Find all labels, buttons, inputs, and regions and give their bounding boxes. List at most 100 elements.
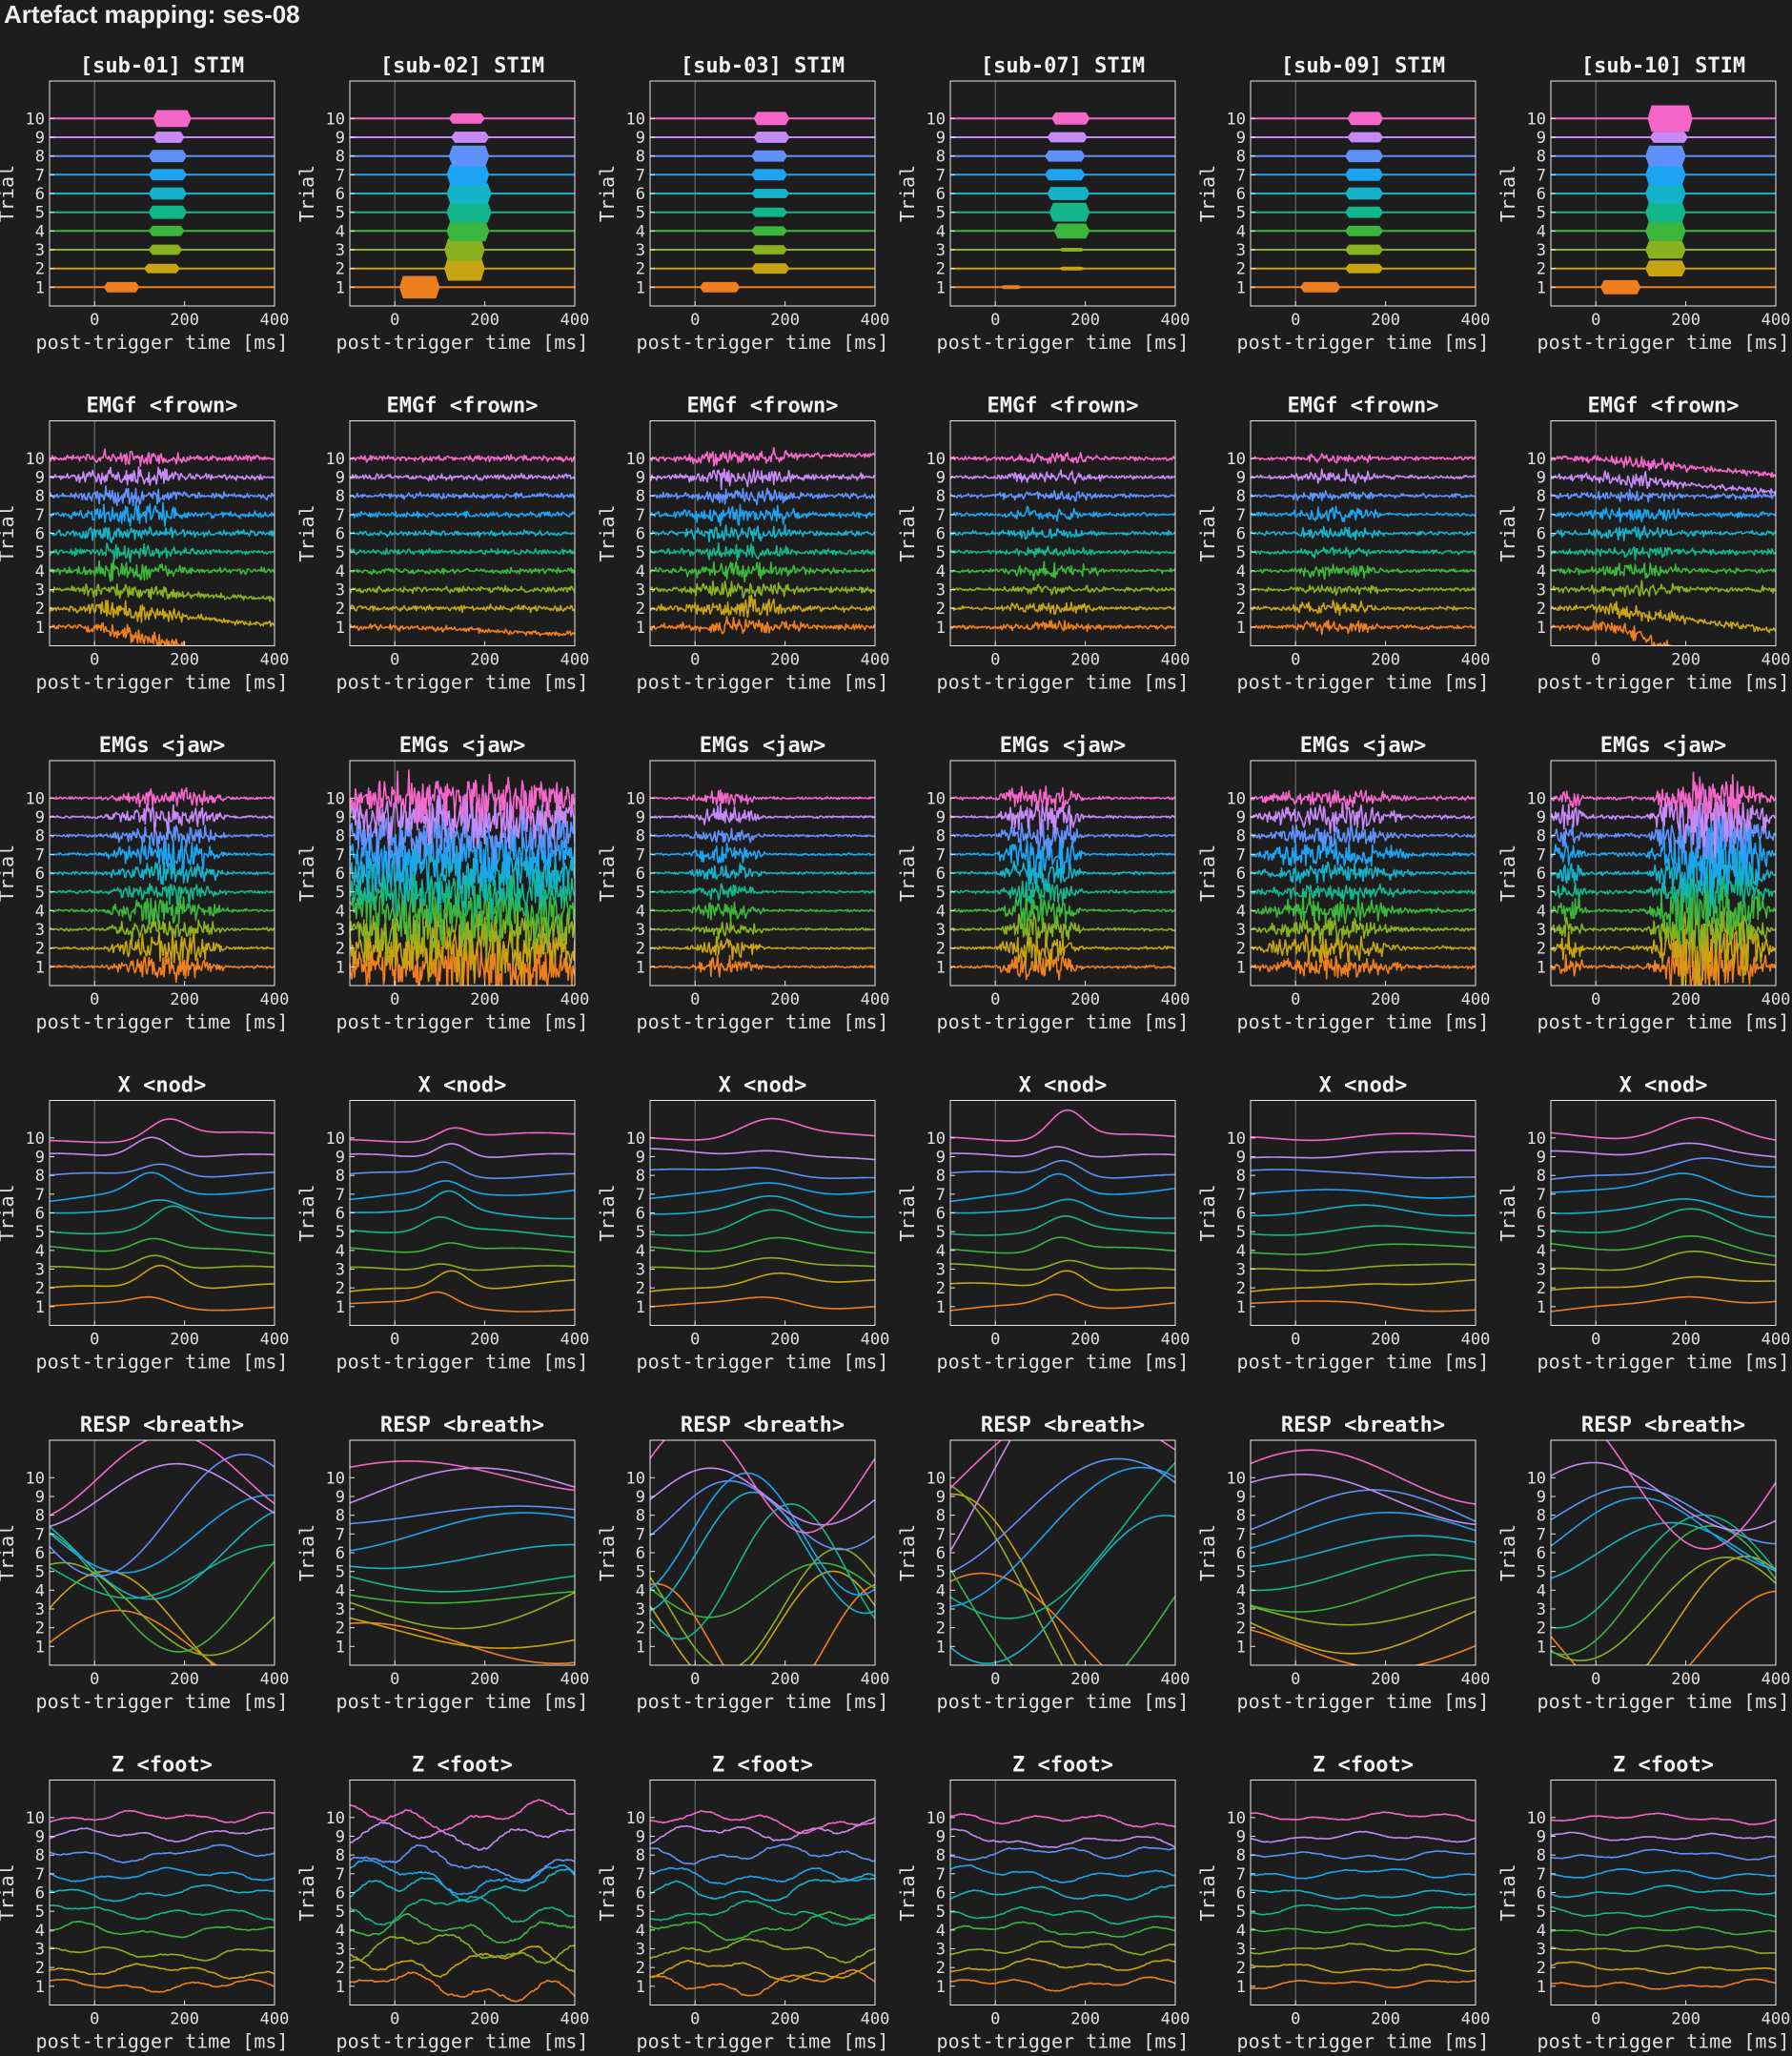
y-tick-label: 3 (336, 1600, 345, 1619)
x-tick-label: 200 (1671, 990, 1700, 1009)
trace-trial-6 (950, 1515, 1175, 1664)
y-tick-label: 4 (636, 1922, 645, 1941)
trace-trial-7 (1251, 1189, 1476, 1199)
y-tick-label: 4 (1537, 562, 1546, 581)
traces (350, 1127, 575, 1313)
trace-trial-2 (1251, 933, 1476, 964)
x-tick-label: 400 (1461, 990, 1491, 1009)
trace-trial-2 (350, 1617, 575, 1649)
trace-trial-2 (50, 1570, 214, 1665)
trace-trial-3 (50, 582, 275, 602)
y-tick-label: 3 (636, 241, 645, 260)
x-axis-label: post-trigger time [ms] (637, 671, 889, 694)
trace-trial-10 (1251, 1811, 1476, 1822)
traces (1251, 1132, 1476, 1313)
trace-trial-10 (350, 1460, 575, 1492)
y-tick-label: 9 (35, 129, 45, 148)
x-tick-label: 200 (470, 990, 499, 1009)
stim-burst-trial-6 (1645, 183, 1686, 204)
y-tick-label: 10 (927, 1809, 946, 1828)
trace-trial-1 (1251, 1979, 1476, 1990)
stim-burst-trial-1 (1599, 279, 1641, 295)
y-tick-label: 2 (35, 600, 45, 619)
y-tick-label: 2 (636, 1279, 645, 1298)
trace-trial-5 (350, 1215, 575, 1238)
y-tick-label: 2 (1236, 940, 1246, 959)
y-tick-label: 1 (636, 1978, 645, 1997)
y-tick-label: 6 (936, 185, 946, 204)
x-tick-label: 0 (990, 651, 1000, 670)
x-tick-label: 400 (260, 311, 290, 330)
trace-trial-8 (50, 1454, 275, 1578)
x-tick-label: 0 (990, 2010, 1000, 2029)
stim-burst-trial-10 (153, 110, 192, 128)
trace-trial-4 (350, 566, 575, 576)
x-tick-label: 400 (1761, 990, 1791, 1009)
traces (50, 1440, 275, 1665)
trace-trial-2 (650, 1272, 875, 1293)
y-tick-label: 9 (35, 808, 45, 827)
trace-trial-2 (1251, 1963, 1476, 1974)
y-tick-label: 1 (336, 1638, 345, 1657)
trace-trial-6 (350, 529, 575, 539)
trace-trial-9 (50, 1462, 275, 1528)
x-tick-label: 400 (861, 990, 890, 1009)
y-tick-label: 2 (1537, 1279, 1546, 1298)
y-axis-label: Trial (896, 1863, 919, 1921)
panel-title: EMGf <frown> (1288, 395, 1439, 418)
stim-burst-trial-9 (1047, 132, 1088, 143)
trace-trial-1 (950, 1572, 1104, 1665)
y-tick-label: 8 (636, 148, 645, 167)
trace-trial-9 (350, 1821, 575, 1851)
y-tick-label: 7 (1236, 506, 1246, 525)
y-tick-label: 5 (1236, 884, 1246, 903)
y-tick-label: 6 (1236, 525, 1246, 544)
panel-title: Z <foot> (712, 1754, 813, 1778)
y-tick-label: 3 (636, 921, 645, 940)
trace-trial-2 (1551, 1961, 1776, 1975)
x-tick-label: 0 (990, 311, 1000, 330)
x-tick-label: 400 (1161, 1670, 1191, 1689)
trace-trial-9 (50, 803, 275, 834)
y-tick-label: 9 (1537, 1149, 1546, 1168)
trace-trial-1 (1551, 1295, 1776, 1313)
y-tick-label: 7 (1236, 1186, 1246, 1205)
y-tick-label: 7 (336, 1865, 345, 1884)
stim-burst-trial-4 (751, 226, 787, 236)
y-tick-label: 10 (626, 1809, 645, 1828)
x-tick-label: 200 (770, 651, 800, 670)
trace-trial-4 (50, 1921, 275, 1939)
y-tick-label: 4 (336, 1922, 345, 1941)
trace-trial-7 (350, 1512, 575, 1552)
x-axis-label: post-trigger time [ms] (937, 671, 1190, 694)
stim-burst-trial-1 (398, 275, 440, 299)
trace-trial-6 (1251, 1204, 1476, 1217)
y-axis-label: Trial (1497, 1524, 1519, 1581)
x-tick-label: 0 (90, 1331, 99, 1350)
stim-burst-trial-7 (148, 169, 187, 181)
y-tick-label: 4 (1537, 1581, 1546, 1600)
panel-title: [sub-10] STIM (1581, 54, 1745, 78)
y-axis-label: Trial (596, 1524, 619, 1581)
x-tick-label: 0 (990, 1331, 1000, 1350)
stim-burst-trial-1 (999, 285, 1023, 290)
trace-trial-3 (1251, 917, 1476, 945)
x-tick-label: 0 (990, 1670, 1000, 1689)
trace-trial-6 (50, 525, 275, 544)
x-tick-label: 0 (390, 651, 399, 670)
trace-trial-9 (650, 803, 875, 825)
trace-trial-2 (50, 1264, 275, 1290)
y-tick-label: 7 (336, 166, 345, 185)
y-axis-label: Trial (896, 1184, 919, 1241)
y-tick-label: 3 (35, 1261, 45, 1280)
y-tick-label: 9 (936, 1488, 946, 1507)
y-axis-label: Trial (1196, 504, 1219, 561)
y-tick-label: 2 (936, 600, 946, 619)
y-tick-label: 10 (927, 1130, 946, 1149)
y-tick-label: 6 (1236, 185, 1246, 204)
stim-burst-trial-8 (751, 150, 787, 162)
trace-trial-8 (50, 820, 275, 849)
